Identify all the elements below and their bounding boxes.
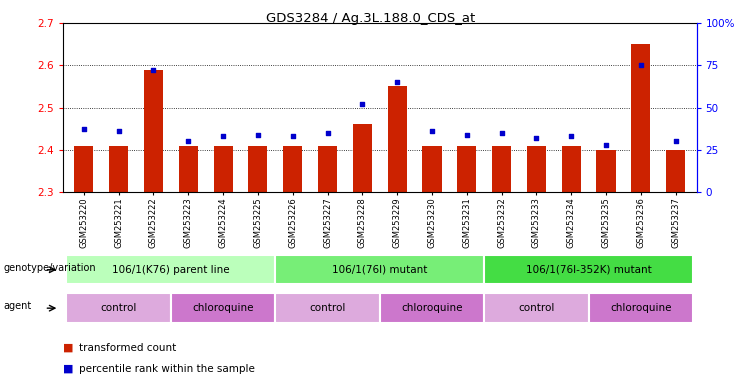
Point [287,133,299,139]
Bar [144,70,163,192]
Bar [171,293,276,323]
Bar [588,293,693,323]
Bar [379,293,484,323]
Bar [213,146,233,192]
Point [147,67,159,73]
Text: genotype/variation: genotype/variation [4,263,96,273]
Text: agent: agent [4,301,32,311]
Bar [248,146,268,192]
Point [391,79,403,85]
Point [565,133,577,139]
Point [322,130,333,136]
Text: 106/1(76I-352K) mutant: 106/1(76I-352K) mutant [526,265,651,275]
Text: chloroquine: chloroquine [610,303,671,313]
Bar [283,146,302,192]
Text: 106/1(76I) mutant: 106/1(76I) mutant [332,265,428,275]
Bar [484,293,588,323]
Bar [457,146,476,192]
Bar [353,124,372,192]
Bar [492,146,511,192]
Bar [422,146,442,192]
Bar [109,146,128,192]
Bar [67,255,276,285]
Text: ■: ■ [63,343,73,353]
Bar [388,86,407,192]
Bar [597,150,616,192]
Text: control: control [101,303,137,313]
Point [217,133,229,139]
Point [670,138,682,144]
Text: control: control [309,303,346,313]
Bar [527,146,546,192]
Text: percentile rank within the sample: percentile rank within the sample [79,364,255,374]
Bar [276,293,379,323]
Bar [666,150,685,192]
Point [252,131,264,137]
Bar [276,255,484,285]
Bar [179,146,198,192]
Text: 106/1(K76) parent line: 106/1(K76) parent line [112,265,230,275]
Text: ■: ■ [63,364,73,374]
Bar [631,44,651,192]
Text: chloroquine: chloroquine [193,303,254,313]
Point [531,135,542,141]
Text: chloroquine: chloroquine [401,303,462,313]
Text: GDS3284 / Ag.3L.188.0_CDS_at: GDS3284 / Ag.3L.188.0_CDS_at [266,12,475,25]
Point [78,126,90,132]
Point [182,138,194,144]
Bar [67,293,171,323]
Point [461,131,473,137]
Bar [318,146,337,192]
Point [356,101,368,107]
Text: transformed count: transformed count [79,343,176,353]
Point [496,130,508,136]
Bar [74,146,93,192]
Text: control: control [518,303,554,313]
Bar [562,146,581,192]
Bar [484,255,693,285]
Point [600,142,612,148]
Point [426,128,438,134]
Point [635,62,647,68]
Point [113,128,124,134]
